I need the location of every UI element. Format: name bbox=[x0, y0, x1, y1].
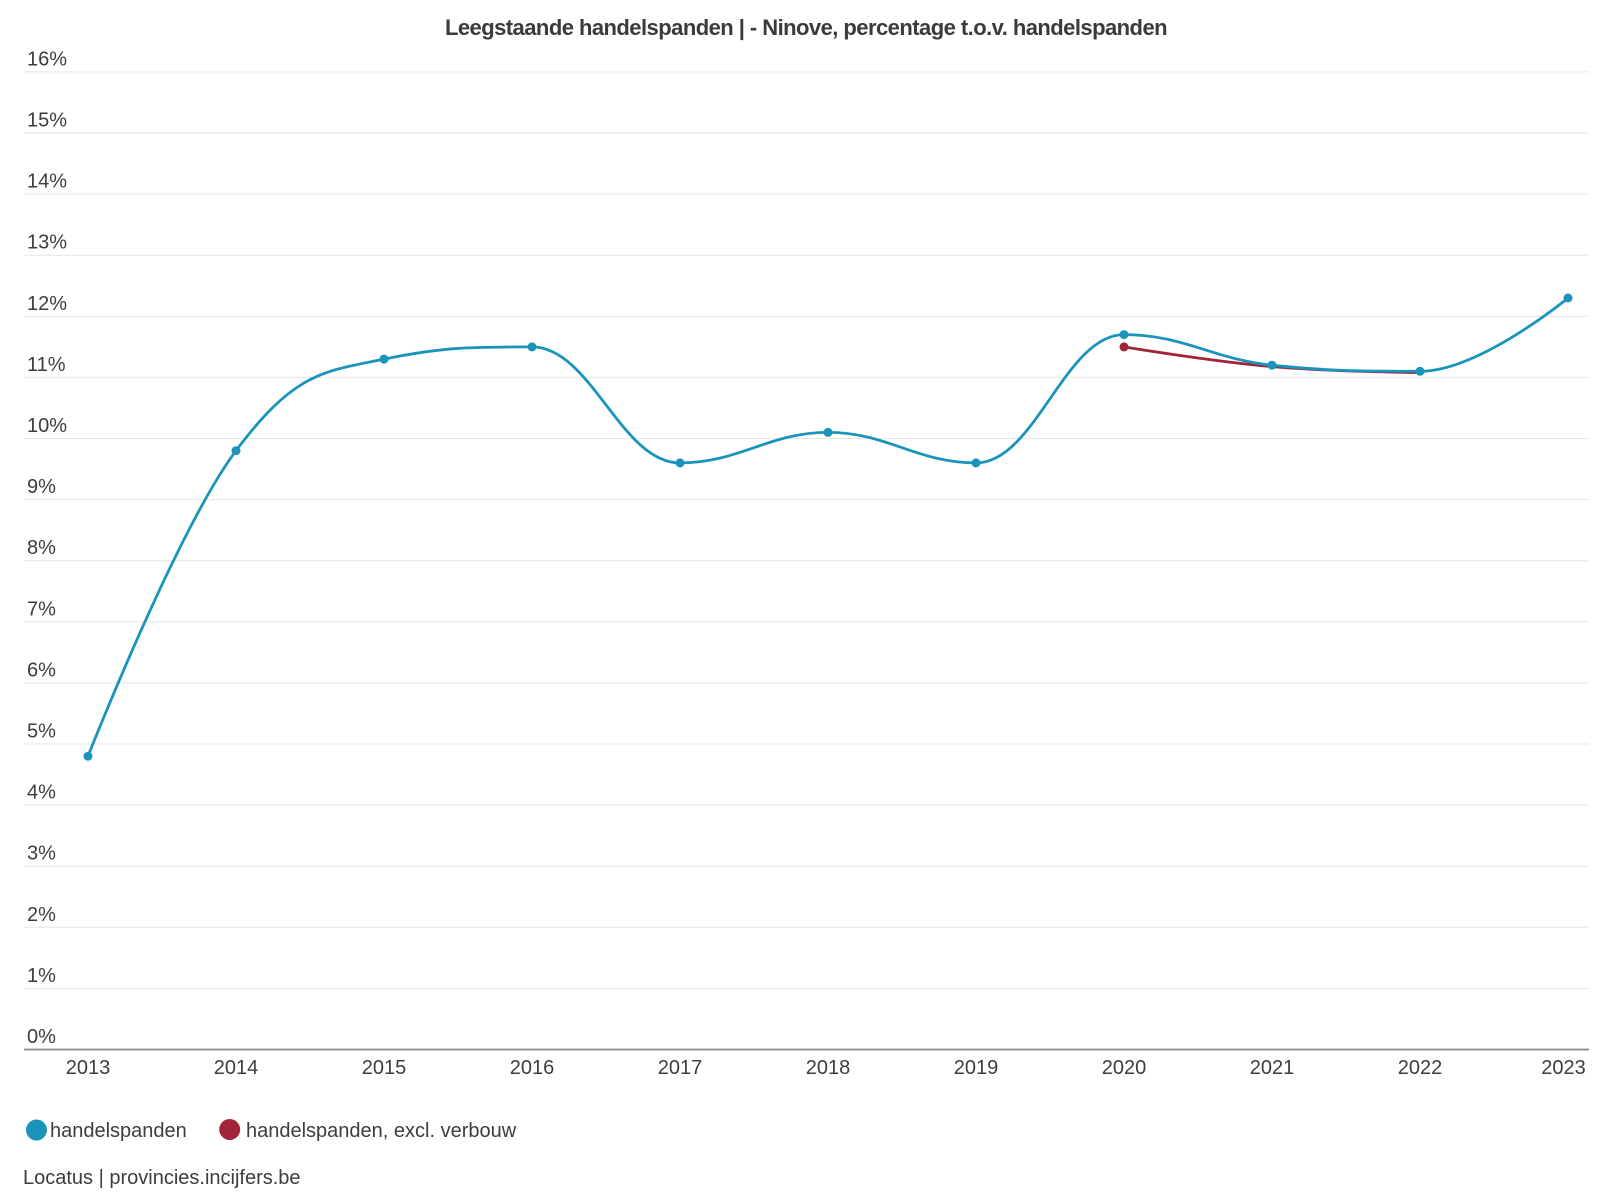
svg-text:Locatus | provincies.incijfers: Locatus | provincies.incijfers.be bbox=[23, 1167, 301, 1189]
svg-text:12%: 12% bbox=[27, 293, 67, 315]
svg-text:2019: 2019 bbox=[954, 1057, 999, 1079]
svg-text:7%: 7% bbox=[27, 598, 56, 620]
svg-text:1%: 1% bbox=[27, 965, 56, 987]
svg-text:0%: 0% bbox=[27, 1026, 56, 1048]
svg-text:8%: 8% bbox=[27, 537, 56, 559]
svg-text:2015: 2015 bbox=[362, 1057, 407, 1079]
svg-text:4%: 4% bbox=[27, 782, 56, 804]
svg-text:Leegstaande handelspanden | -: Leegstaande handelspanden | - Ninove, pe… bbox=[445, 15, 1167, 40]
svg-text:2017: 2017 bbox=[658, 1057, 703, 1079]
svg-text:5%: 5% bbox=[27, 721, 56, 743]
svg-text:2014: 2014 bbox=[214, 1057, 259, 1079]
svg-text:14%: 14% bbox=[27, 171, 67, 193]
svg-text:6%: 6% bbox=[27, 659, 56, 681]
svg-text:10%: 10% bbox=[27, 415, 67, 437]
svg-text:2021: 2021 bbox=[1250, 1057, 1295, 1079]
svg-text:2022: 2022 bbox=[1398, 1057, 1443, 1079]
svg-text:13%: 13% bbox=[27, 232, 67, 254]
svg-text:2023: 2023 bbox=[1541, 1057, 1586, 1079]
svg-text:2018: 2018 bbox=[806, 1057, 851, 1079]
svg-text:2016: 2016 bbox=[510, 1057, 555, 1079]
svg-text:2013: 2013 bbox=[66, 1057, 111, 1079]
svg-text:handelspanden, excl. verbouw: handelspanden, excl. verbouw bbox=[246, 1120, 517, 1142]
svg-text:11%: 11% bbox=[27, 354, 66, 376]
svg-text:16%: 16% bbox=[27, 48, 67, 70]
svg-text:handelspanden: handelspanden bbox=[50, 1120, 187, 1142]
svg-text:15%: 15% bbox=[27, 110, 67, 132]
svg-text:2%: 2% bbox=[27, 904, 56, 926]
svg-text:2020: 2020 bbox=[1102, 1057, 1147, 1079]
svg-text:3%: 3% bbox=[27, 843, 56, 865]
svg-text:9%: 9% bbox=[27, 476, 56, 498]
